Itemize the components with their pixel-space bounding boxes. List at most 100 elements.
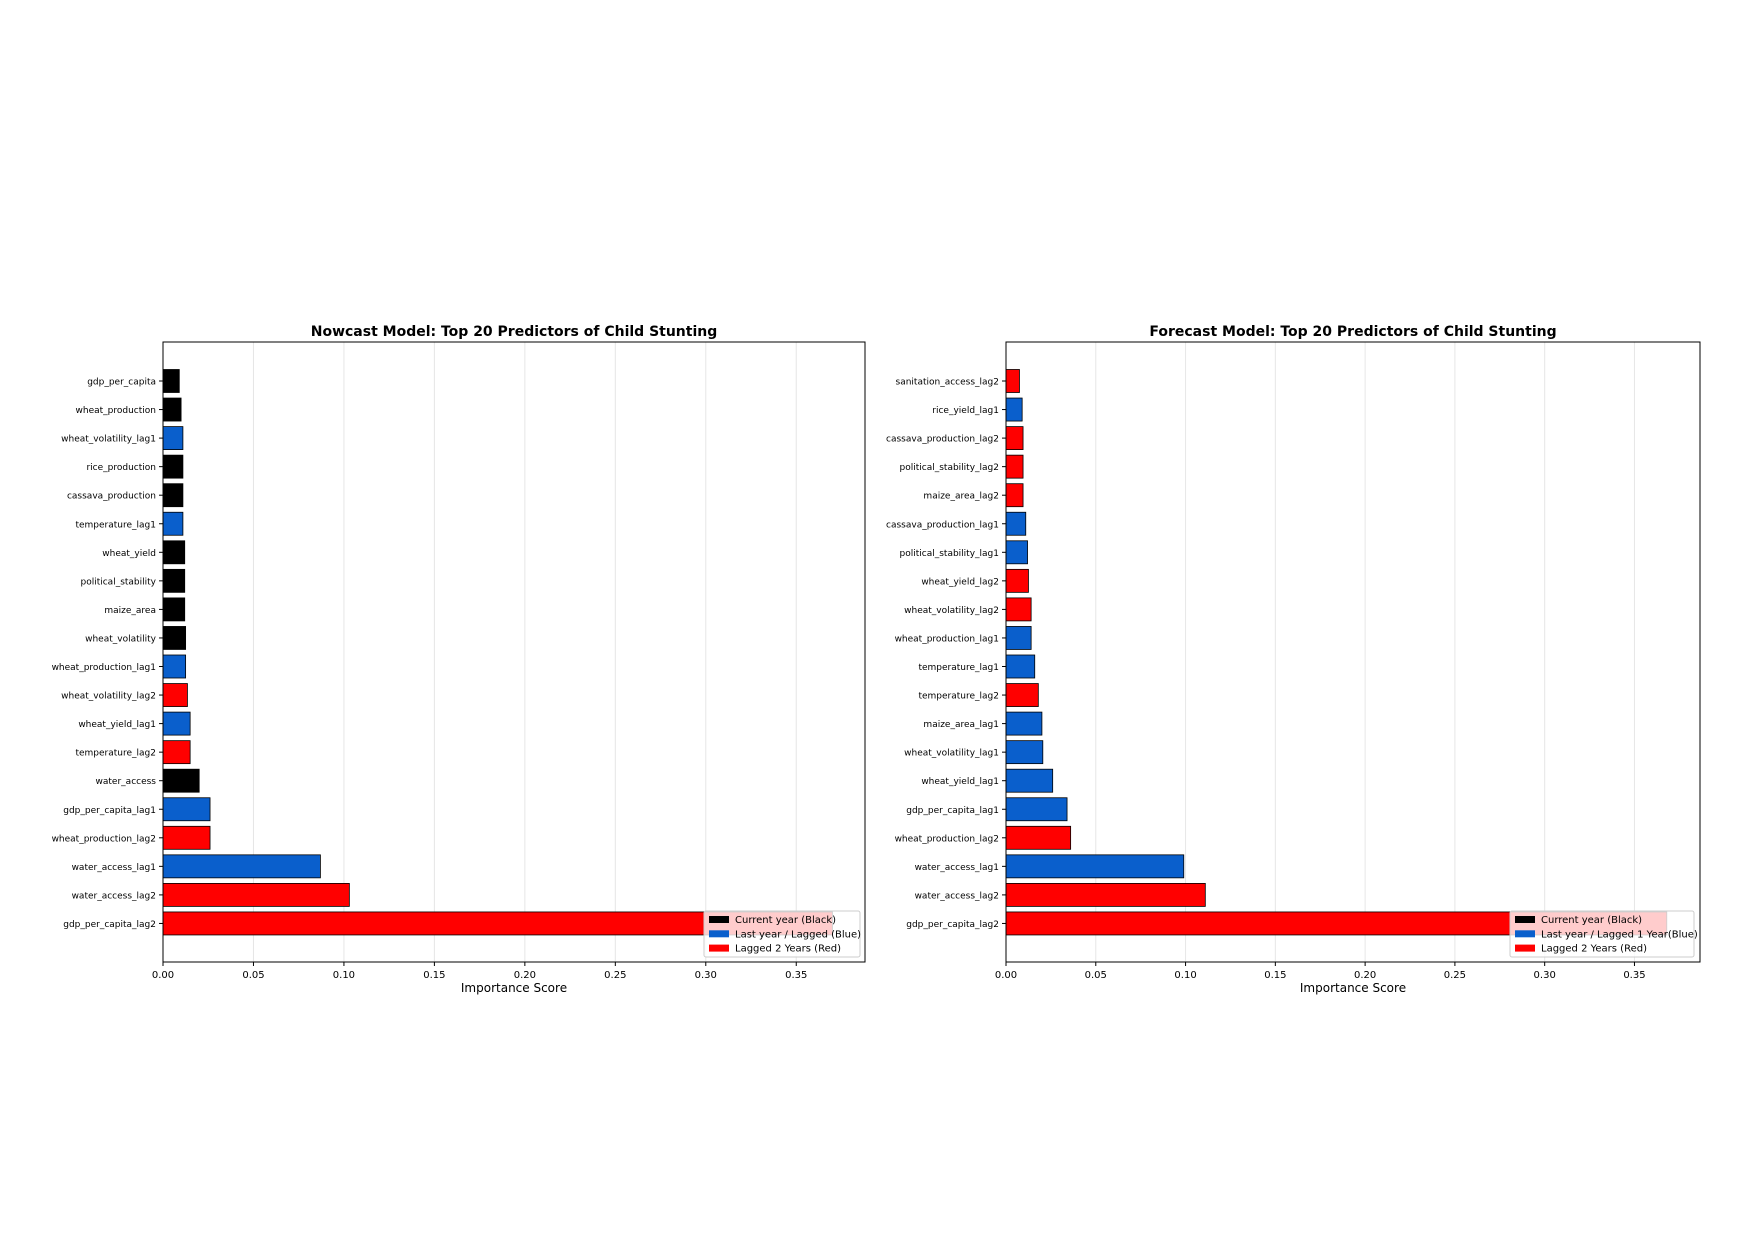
nowcast-bars [162,369,833,936]
legend-box [703,910,861,958]
legend-label: Current year (Black) [1541,915,1642,926]
y-tick-label: water_access_lag1 [72,863,156,873]
bar-rice-production [162,454,184,479]
y-tick-label: wheat_production_lag2 [895,834,999,844]
bar-gdp-per-capita [162,369,180,393]
x-tick-label: 0.35 [785,970,807,981]
legend-label: Lagged 2 Years (Red) [735,944,841,955]
bar-wheat-volatility-lag2 [162,683,188,707]
y-tick-label: wheat_yield [102,549,156,559]
nowcast-y-tick-labels: gdp_per_capita wheat_production wheat_vola… [52,378,163,930]
bar-maize-area-lag2 [1005,483,1024,508]
bar-water-access-lag2 [162,883,350,907]
forecast-y-tick-labels: sanitation_access_lag2 rice_yield_lag1cas… [886,378,1006,930]
x-tick-label: 0.15 [1264,970,1286,981]
y-tick-label: wheat_production_lag1 [895,634,999,644]
bar-wheat-volatility-lag1 [1005,740,1044,765]
y-tick-label: maize_area_lag1 [923,720,999,730]
x-tick-label: 0.25 [604,970,626,981]
legend-swatch-lag1 [1515,930,1535,938]
bar-cassava-production-lag2 [1005,426,1024,451]
y-tick-label: cassava_production_lag1 [886,520,999,530]
bar-political-stability-lag2 [1005,454,1024,479]
y-tick-label: temperature_lag1 [918,663,999,673]
x-tick-label: 0.25 [1444,970,1466,981]
bar-gdp-per-capita-lag1 [1005,797,1068,822]
bar-cassava-production [162,483,184,508]
bar-maize-area-lag1 [1005,711,1043,736]
y-tick-label: gdp_per_capita [87,378,156,388]
bar-wheat-production-lag2 [1005,825,1072,850]
y-tick-label: wheat_production_lag2 [52,834,156,844]
bar-temperature-lag1 [1005,654,1036,679]
bar-water-access-lag1 [162,854,321,879]
x-tick-label: 0.05 [242,970,264,981]
nowcast-chart: Nowcast Model: Top 20 Predictors of Chil… [52,324,866,995]
y-tick-label: wheat_production_lag1 [52,663,156,673]
y-tick-label: political_stability_lag2 [900,463,999,473]
y-tick-label: wheat_volatility [85,634,157,644]
forecast-chart: Forecast Model: Top 20 Predictors of Chi… [886,324,1701,995]
y-tick-label: maize_area_lag2 [923,492,999,502]
y-tick-label: maize_area [104,606,156,616]
y-tick-label: gdp_per_capita_lag2 [63,920,156,930]
x-tick-label: 0.30 [1534,970,1556,981]
y-tick-label: rice_yield_lag1 [932,406,999,416]
bar-maize-area [162,597,186,622]
bar-temperature-lag2 [162,740,191,765]
y-tick-label: temperature_lag1 [75,520,156,530]
y-tick-label: water_access_lag2 [915,891,999,901]
y-tick-label: gdp_per_capita_lag1 [63,806,156,816]
y-tick-label: wheat_yield_lag1 [921,777,999,787]
legend-label: Last year / Lagged 1 Year(Blue) [1541,929,1698,940]
bar-wheat-yield [162,540,186,565]
x-tick-label: 0.10 [1174,970,1196,981]
y-tick-label: wheat_yield_lag2 [921,577,999,587]
bar-wheat-volatility [162,626,187,650]
bar-cassava-production-lag1 [1005,511,1027,536]
bar-temperature-lag2 [1005,683,1039,707]
x-tick-label: 0.20 [514,970,536,981]
y-tick-label: wheat_yield_lag1 [78,720,156,730]
forecast-bars [1005,369,1668,936]
y-tick-label: political_stability_lag1 [900,549,999,559]
x-tick-label: 0.00 [152,970,174,981]
legend-label: Last year / Lagged (Blue) [735,929,861,940]
bar-wheat-volatility-lag2 [1005,597,1032,622]
nowcast-x-tick-labels: 0.00 0.05 0.10 0.15 0.20 0.25 0.30 0.35 [152,962,807,981]
nowcast-x-axis-label: Importance Score [461,981,567,995]
bar-wheat-yield-lag1 [162,711,191,736]
bar-wheat-production-lag1 [1005,626,1032,650]
x-tick-label: 0.35 [1623,970,1645,981]
y-tick-label: temperature_lag2 [918,692,999,702]
nowcast-legend: Current year (Black) Last year / Lagged (… [703,910,861,958]
y-tick-label: cassava_production [67,492,156,502]
bar-wheat-volatility-lag1 [162,426,184,451]
bar-water-access [162,768,200,793]
y-tick-label: rice_production [86,463,156,473]
bar-wheat-production-lag2 [162,825,211,850]
bar-water-access-lag1 [1005,854,1185,879]
legend-swatch-lag2 [709,944,729,952]
legend-swatch-lag2 [1515,944,1535,952]
nowcast-chart-title: Nowcast Model: Top 20 Predictors of Chil… [311,324,718,340]
y-tick-label: gdp_per_capita_lag1 [906,806,999,816]
y-tick-label: water_access_lag1 [915,863,999,873]
bar-wheat-production-lag1 [162,654,187,679]
bar-wheat-yield-lag2 [1005,568,1029,593]
x-tick-label: 0.15 [423,970,445,981]
y-tick-label: sanitation_access_lag2 [896,378,999,388]
y-tick-label: wheat_volatility_lag1 [904,749,999,759]
x-tick-label: 0.20 [1354,970,1376,981]
x-tick-label: 0.05 [1085,970,1107,981]
y-tick-label: water_access [96,777,157,787]
bar-political-stability [162,568,186,593]
forecast-chart-title: Forecast Model: Top 20 Predictors of Chi… [1149,324,1556,340]
legend-label: Lagged 2 Years (Red) [1541,944,1647,955]
x-tick-label: 0.00 [995,970,1017,981]
legend-box [1509,910,1695,958]
legend-swatch-current [1515,916,1535,923]
y-tick-label: cassava_production_lag2 [886,435,999,445]
bar-rice-yield-lag1 [1005,397,1023,422]
